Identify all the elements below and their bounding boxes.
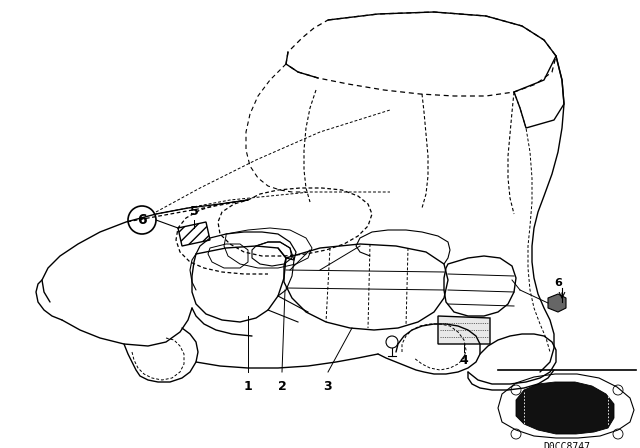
Polygon shape [548, 294, 566, 312]
Polygon shape [178, 222, 210, 246]
Polygon shape [516, 382, 614, 434]
Text: D0CC8747: D0CC8747 [543, 442, 591, 448]
Text: 4: 4 [460, 354, 468, 367]
Polygon shape [438, 316, 490, 344]
Text: 3: 3 [324, 380, 332, 393]
Text: 6: 6 [554, 278, 562, 288]
Text: 6: 6 [137, 213, 147, 227]
Text: 5: 5 [189, 205, 198, 218]
Text: 1: 1 [244, 380, 252, 393]
Text: 2: 2 [278, 380, 286, 393]
